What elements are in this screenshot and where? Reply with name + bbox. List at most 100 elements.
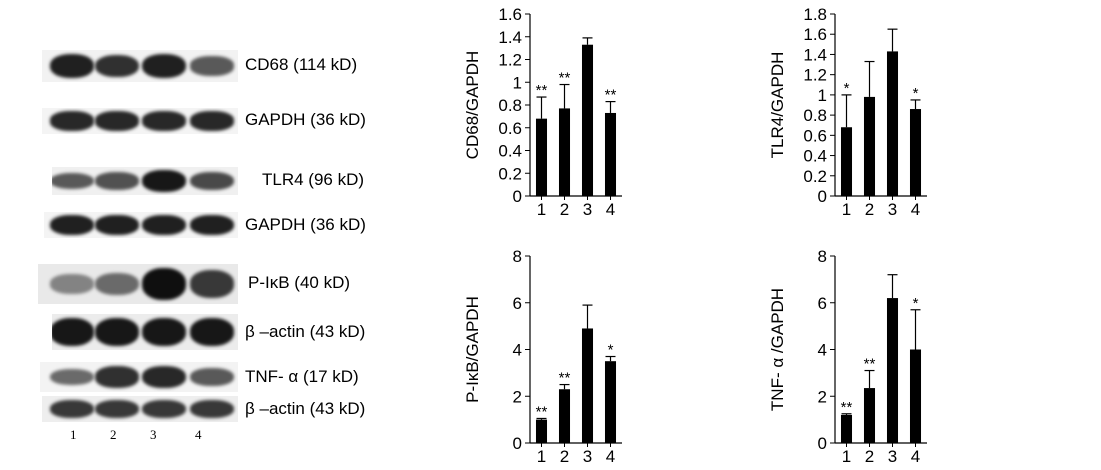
blot-row-gapdh-2: GAPDH (36 kD) bbox=[0, 208, 430, 242]
chart-svg: 0 0.2 0.4 0.6 0.8 1 1.2 1.4 1.6 CD68/GAPDH ** 1 ** 2 3… bbox=[463, 5, 622, 219]
y-tick-label: 1.6 bbox=[498, 5, 522, 24]
blot-band bbox=[95, 215, 139, 235]
bar bbox=[886, 298, 899, 443]
p-ikb-gapdh-bar-chart: 0 2 4 6 8 P-IκB/GAPDH ** 1 ** 2 3 * 4 bbox=[455, 247, 630, 466]
x-tick-label: 1 bbox=[842, 200, 851, 219]
blot-band bbox=[190, 172, 234, 190]
blot-band bbox=[190, 111, 234, 131]
significance-marker: ** bbox=[536, 403, 548, 420]
y-tick-label: 2 bbox=[513, 387, 522, 406]
western-blot-panel: CD68 (114 kD) GAPDH (36 kD) TLR4 (96 kD)… bbox=[0, 0, 430, 470]
y-tick-label: 1.4 bbox=[803, 45, 827, 64]
bar bbox=[581, 44, 594, 197]
lane-number: 1 bbox=[70, 427, 77, 442]
x-tick-label: 1 bbox=[842, 447, 851, 466]
blot-row-gapdh: GAPDH (36 kD) bbox=[0, 104, 430, 138]
bar bbox=[886, 51, 899, 197]
x-tick-label: 1 bbox=[537, 447, 546, 466]
y-tick-label: 0.6 bbox=[803, 126, 827, 145]
blot-row-beta-actin: β –actin (43 kD) bbox=[0, 312, 430, 352]
x-tick-label: 3 bbox=[583, 447, 592, 466]
y-tick-label: 0.2 bbox=[498, 164, 522, 183]
blot-band bbox=[190, 215, 234, 235]
x-tick-label: 3 bbox=[888, 447, 897, 466]
blot-row-tlr4: TLR4 (96 kD) bbox=[0, 163, 430, 199]
tnf-alpha-gapdh-bar-chart: 0 2 4 6 8 TNF- α /GAPDH ** 1 ** 2 3 * 4 bbox=[760, 247, 935, 466]
blot-row-tnf-alpha: TNF- α (17 kD) bbox=[0, 362, 430, 392]
bar bbox=[558, 108, 571, 196]
bar bbox=[909, 349, 922, 443]
y-tick-label: 0.8 bbox=[803, 106, 827, 125]
y-tick-label: 6 bbox=[818, 294, 827, 313]
blot-strip bbox=[38, 264, 238, 304]
bar bbox=[840, 127, 853, 196]
blot-label: GAPDH (36 kD) bbox=[245, 110, 366, 129]
blot-band bbox=[190, 56, 234, 76]
x-tick-label: 4 bbox=[606, 200, 615, 219]
y-tick-label: 4 bbox=[818, 341, 827, 360]
blot-band bbox=[50, 215, 94, 235]
blot-label: CD68 (114 kD) bbox=[245, 55, 358, 74]
lane-number: 4 bbox=[195, 427, 202, 442]
cd68-gapdh-bar-chart: 0 0.2 0.4 0.6 0.8 1 1.2 1.4 1.6 CD68/GAPDH ** 1 ** 2 3… bbox=[455, 5, 630, 219]
bar bbox=[863, 96, 876, 196]
bar bbox=[840, 414, 853, 443]
y-tick-label: 6 bbox=[513, 294, 522, 313]
x-tick-label: 4 bbox=[606, 447, 615, 466]
significance-marker: ** bbox=[841, 399, 853, 416]
y-tick-label: 1 bbox=[513, 73, 522, 92]
blot-band bbox=[95, 400, 139, 418]
blot-row-p-ikb: P-IκB (40 kD) bbox=[0, 264, 430, 304]
blot-band bbox=[190, 318, 234, 346]
blot-strip bbox=[42, 50, 238, 82]
significance-marker: ** bbox=[536, 82, 548, 99]
blot-label: β –actin (43 kD) bbox=[245, 399, 366, 418]
y-tick-label: 0 bbox=[513, 187, 522, 206]
blot-band bbox=[50, 274, 94, 294]
blot-band bbox=[142, 268, 186, 300]
blot-strip bbox=[42, 108, 238, 134]
bar bbox=[863, 388, 876, 443]
bar bbox=[558, 389, 571, 443]
blot-band bbox=[190, 400, 234, 418]
x-tick-label: 1 bbox=[537, 200, 546, 219]
blot-band bbox=[50, 111, 94, 131]
blot-label: TLR4 (96 kD) bbox=[262, 170, 365, 189]
y-tick-label: 0 bbox=[818, 434, 827, 453]
x-tick-label: 4 bbox=[911, 200, 920, 219]
y-tick-label: 8 bbox=[513, 247, 522, 266]
blot-strip bbox=[52, 167, 238, 195]
y-tick-label: 8 bbox=[818, 247, 827, 266]
y-tick-label: 0.4 bbox=[803, 147, 827, 166]
blot-band bbox=[142, 215, 186, 235]
y-axis-label: TLR4/GAPDH bbox=[768, 52, 787, 159]
x-tick-label: 2 bbox=[560, 200, 569, 219]
blot-band bbox=[50, 400, 94, 418]
y-tick-label: 1.2 bbox=[498, 51, 522, 70]
significance-marker: ** bbox=[605, 87, 617, 104]
y-tick-label: 2 bbox=[818, 387, 827, 406]
blot-row-cd68: CD68 (114 kD) bbox=[0, 48, 430, 84]
blot-band bbox=[95, 272, 139, 296]
x-tick-label: 3 bbox=[888, 200, 897, 219]
blot-band bbox=[142, 111, 186, 131]
y-tick-label: 1.8 bbox=[803, 5, 827, 24]
blot-band bbox=[142, 400, 186, 418]
significance-marker: ** bbox=[559, 70, 571, 87]
x-tick-label: 2 bbox=[560, 447, 569, 466]
significance-marker: ** bbox=[559, 370, 571, 387]
y-axis-label: P-IκB/GAPDH bbox=[463, 296, 482, 403]
x-tick-label: 3 bbox=[583, 200, 592, 219]
blot-band bbox=[95, 366, 139, 388]
y-axis-label: CD68/GAPDH bbox=[463, 51, 482, 160]
blot-label: GAPDH (36 kD) bbox=[245, 215, 366, 234]
blot-band bbox=[52, 172, 94, 190]
significance-marker: * bbox=[844, 80, 850, 97]
blot-band bbox=[142, 366, 186, 388]
blot-band bbox=[190, 368, 234, 386]
blot-band bbox=[190, 270, 234, 298]
lane-number: 3 bbox=[150, 427, 157, 442]
blot-band bbox=[95, 54, 139, 78]
